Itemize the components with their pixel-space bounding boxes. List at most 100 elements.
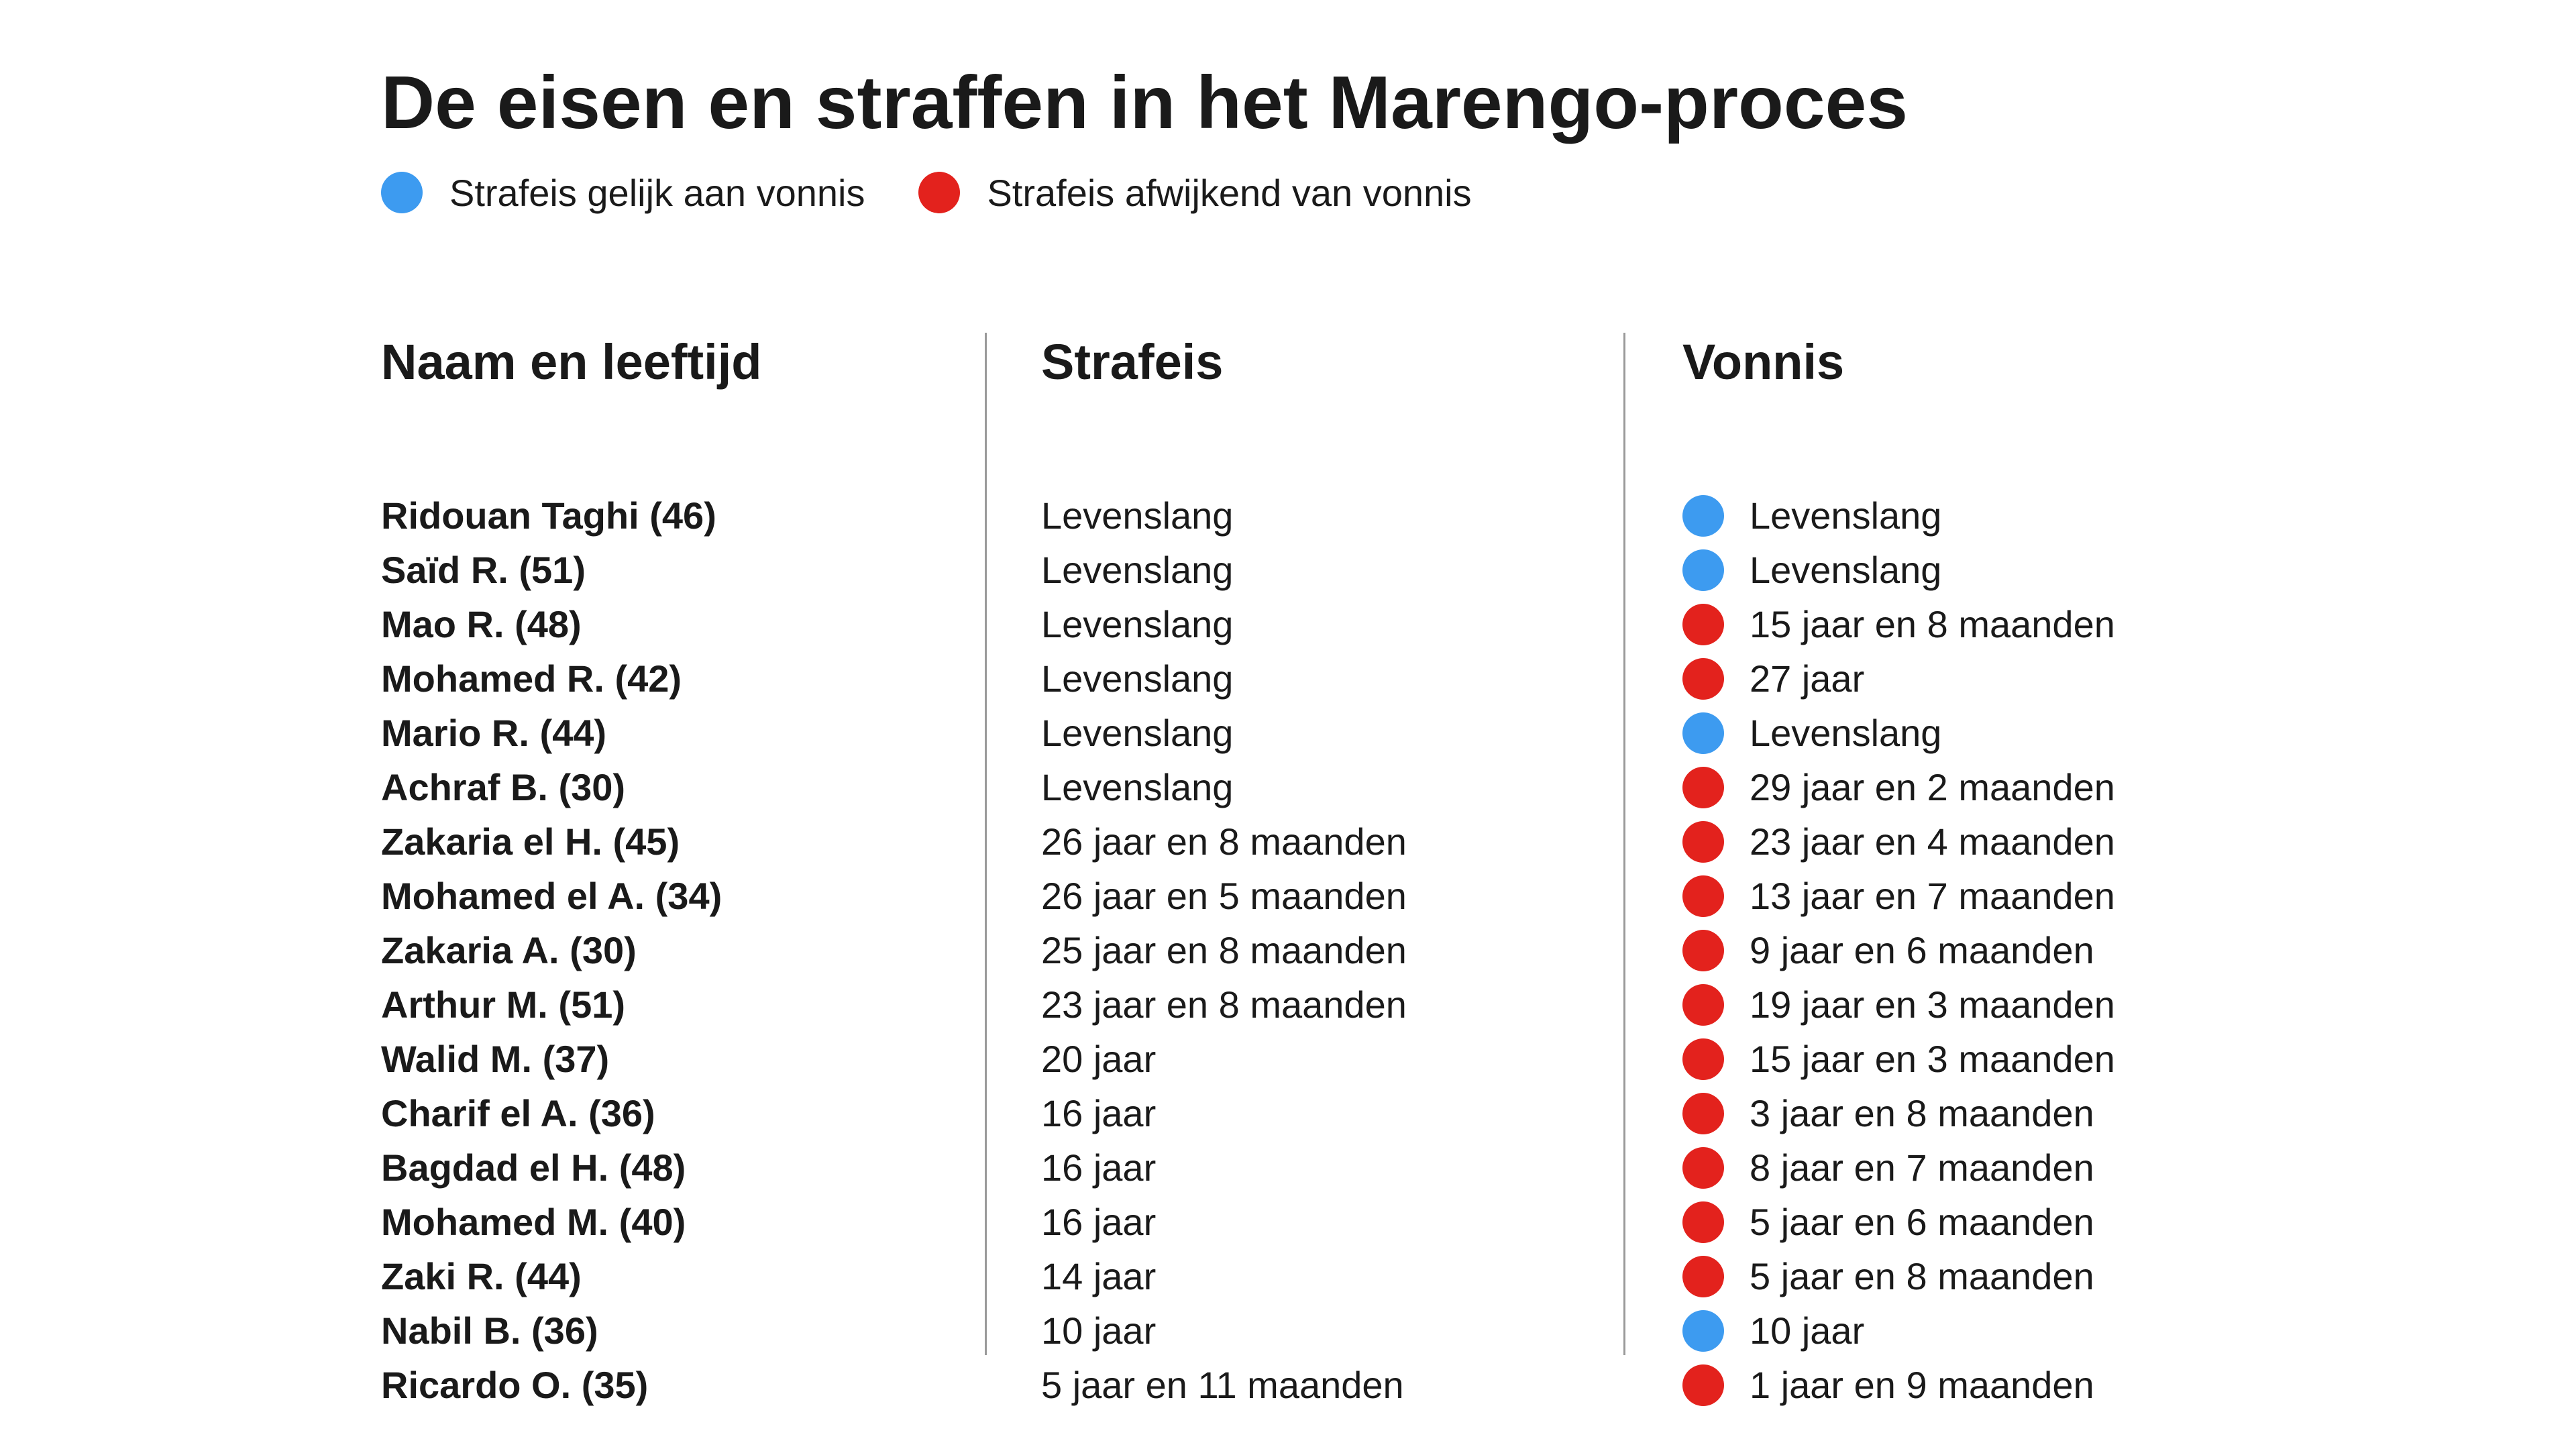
defendant-name: Mao R. (48): [381, 603, 582, 645]
vonnis-value: 15 jaar en 3 maanden: [1750, 1038, 2115, 1080]
blue-dot-icon: [1682, 712, 1724, 754]
vonnis-row: 13 jaar en 7 maanden: [1682, 869, 2286, 923]
defendant-name: Achraf B. (30): [381, 766, 626, 808]
defendant-name: Mohamed el A. (34): [381, 875, 722, 917]
defendant-name: Mohamed R. (42): [381, 657, 682, 700]
vonnis-row: Levenslang: [1682, 706, 2286, 760]
vonnis-row: 15 jaar en 3 maanden: [1682, 1032, 2286, 1086]
vonnis-row: 29 jaar en 2 maanden: [1682, 760, 2286, 814]
red-dot-icon: [1682, 1255, 1724, 1297]
defendant-name: Mario R. (44): [381, 712, 607, 754]
strafeis-value: 10 jaar: [1041, 1309, 1157, 1352]
vonnis-value: 29 jaar en 2 maanden: [1750, 766, 2115, 808]
defendant-name: Zakaria A. (30): [381, 929, 637, 971]
strafeis-value: 14 jaar: [1041, 1255, 1157, 1297]
blue-dot-icon: [381, 172, 423, 213]
vonnis-row: 15 jaar en 8 maanden: [1682, 597, 2286, 651]
red-dot-icon: [1682, 875, 1724, 917]
legend-item-different: Strafeis afwijkend van vonnis: [918, 171, 1472, 215]
vonnis-row: 9 jaar en 6 maanden: [1682, 923, 2286, 977]
red-dot-icon: [1682, 603, 1724, 645]
vonnis-value: 1 jaar en 9 maanden: [1750, 1364, 2094, 1406]
vonnis-value: 3 jaar en 8 maanden: [1750, 1092, 2094, 1134]
red-dot-icon: [1682, 929, 1724, 971]
red-dot-icon: [1682, 820, 1724, 863]
vonnis-value: 19 jaar en 3 maanden: [1750, 983, 2115, 1026]
vonnis-value: Levenslang: [1750, 494, 1942, 537]
red-dot-icon: [1682, 1364, 1724, 1406]
strafeis-value: Levenslang: [1041, 657, 1234, 700]
strafeis-value: 20 jaar: [1041, 1038, 1157, 1080]
defendant-name: Zakaria el H. (45): [381, 820, 680, 863]
blue-dot-icon: [1682, 494, 1724, 537]
defendant-name: Ridouan Taghi (46): [381, 494, 716, 537]
vonnis-value: Levenslang: [1750, 712, 1942, 754]
defendant-name: Charif el A. (36): [381, 1092, 655, 1134]
red-dot-icon: [918, 172, 961, 213]
defendant-name: Zaki R. (44): [381, 1255, 582, 1297]
vonnis-value: 9 jaar en 6 maanden: [1750, 929, 2094, 971]
red-dot-icon: [1682, 983, 1724, 1026]
vonnis-row: 27 jaar: [1682, 651, 2286, 706]
strafeis-value: Levenslang: [1041, 766, 1234, 808]
strafeis-value: Levenslang: [1041, 712, 1234, 754]
vonnis-row: 23 jaar en 4 maanden: [1682, 814, 2286, 869]
column-divider: [985, 333, 987, 1355]
red-dot-icon: [1682, 1038, 1724, 1080]
strafeis-list: Levenslang Levenslang Levenslang Levenslang…: [1041, 488, 1618, 1412]
vonnis-value: Levenslang: [1750, 549, 1942, 591]
vonnis-row: 19 jaar en 3 maanden: [1682, 977, 2286, 1032]
red-dot-icon: [1682, 766, 1724, 808]
vonnis-row: 1 jaar en 9 maanden: [1682, 1358, 2286, 1412]
red-dot-icon: [1682, 657, 1724, 700]
column-vonnis: Vonnis Levenslang Levenslang 15 jaar en 8 …: [1682, 322, 2286, 1412]
column-header-strafeis: Strafeis: [1041, 334, 1224, 390]
strafeis-value: 25 jaar en 8 maanden: [1041, 929, 1407, 971]
column-header-name: Naam en leeftijd: [381, 334, 762, 390]
vonnis-value: 5 jaar en 8 maanden: [1750, 1255, 2094, 1297]
vonnis-row: Levenslang: [1682, 543, 2286, 597]
red-dot-icon: [1682, 1092, 1724, 1134]
name-list: Ridouan Taghi (46) Saïd R. (51) Mao R. (48…: [381, 488, 958, 1412]
strafeis-value: 5 jaar en 11 maanden: [1041, 1364, 1404, 1406]
vonnis-value: 10 jaar: [1750, 1309, 1865, 1352]
column-header-vonnis: Vonnis: [1682, 334, 1845, 390]
vonnis-row: 5 jaar en 6 maanden: [1682, 1195, 2286, 1249]
vonnis-value: 27 jaar: [1750, 657, 1865, 700]
vonnis-value: 23 jaar en 4 maanden: [1750, 820, 2115, 863]
column-name: Naam en leeftijd Ridouan Taghi (46) Saïd …: [381, 322, 958, 1412]
defendant-name: Mohamed M. (40): [381, 1201, 686, 1243]
vonnis-value: 13 jaar en 7 maanden: [1750, 875, 2115, 917]
strafeis-value: 26 jaar en 8 maanden: [1041, 820, 1407, 863]
vonnis-row: 3 jaar en 8 maanden: [1682, 1086, 2286, 1140]
strafeis-value: Levenslang: [1041, 494, 1234, 537]
vonnis-value: 8 jaar en 7 maanden: [1750, 1146, 2094, 1189]
vonnis-list: Levenslang Levenslang 15 jaar en 8 maanden…: [1682, 488, 2286, 1412]
vonnis-row: 8 jaar en 7 maanden: [1682, 1140, 2286, 1195]
strafeis-value: 16 jaar: [1041, 1201, 1157, 1243]
vonnis-row: 5 jaar en 8 maanden: [1682, 1249, 2286, 1303]
legend: Strafeis gelijk aan vonnis Strafeis afwi…: [381, 169, 1472, 216]
defendant-name: Walid M. (37): [381, 1038, 610, 1080]
strafeis-value: 16 jaar: [1041, 1146, 1157, 1189]
strafeis-value: 26 jaar en 5 maanden: [1041, 875, 1407, 917]
defendant-name: Ricardo O. (35): [381, 1364, 649, 1406]
vonnis-value: 5 jaar en 6 maanden: [1750, 1201, 2094, 1243]
defendant-name: Saïd R. (51): [381, 549, 586, 591]
column-strafeis: Strafeis Levenslang Levenslang Levenslang L…: [1041, 322, 1618, 1412]
strafeis-value: Levenslang: [1041, 603, 1234, 645]
strafeis-value: 23 jaar en 8 maanden: [1041, 983, 1407, 1026]
legend-label-different: Strafeis afwijkend van vonnis: [987, 171, 1472, 214]
strafeis-value: 16 jaar: [1041, 1092, 1157, 1134]
defendant-name: Arthur M. (51): [381, 983, 625, 1026]
red-dot-icon: [1682, 1146, 1724, 1189]
defendant-name: Bagdad el H. (48): [381, 1146, 686, 1189]
vonnis-value: 15 jaar en 8 maanden: [1750, 603, 2115, 645]
legend-item-equal: Strafeis gelijk aan vonnis: [381, 171, 865, 215]
defendant-name: Nabil B. (36): [381, 1309, 598, 1352]
strafeis-value: Levenslang: [1041, 549, 1234, 591]
vonnis-row: 10 jaar: [1682, 1303, 2286, 1358]
legend-label-equal: Strafeis gelijk aan vonnis: [449, 171, 865, 214]
vonnis-row: Levenslang: [1682, 488, 2286, 543]
page-title: De eisen en straffen in het Marengo-proc…: [381, 61, 1909, 144]
